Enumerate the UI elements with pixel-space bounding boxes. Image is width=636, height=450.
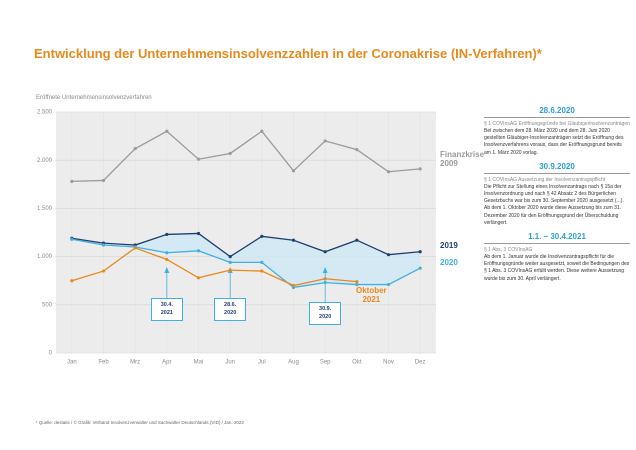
data-point (70, 179, 74, 184)
data-point (70, 279, 74, 283)
chart-title: Entwicklung der Unternehmensinsolvenzzah… (34, 46, 542, 61)
data-point (228, 255, 232, 259)
y-tick-label: 2.000 (37, 158, 53, 164)
data-point (228, 268, 232, 272)
data-point (228, 151, 232, 156)
x-tick-label: Feb (98, 360, 109, 366)
x-tick-label: Mai (194, 360, 204, 366)
data-point (165, 232, 169, 237)
data-point (323, 281, 327, 285)
x-tick-label: Jan (67, 360, 77, 366)
x-tick-label: Mrz (130, 360, 140, 366)
data-point (196, 249, 201, 253)
gap-area (71, 233, 421, 288)
x-tick-label: Jun (225, 360, 235, 366)
annotation: 30.9. 2020 (309, 302, 342, 326)
y-tick-label: 1.000 (37, 254, 53, 260)
annotation: 30.4. 2021 (150, 298, 183, 322)
data-point (101, 243, 106, 247)
panel-body: Die Pflicht zur Stellung eines Insolvenz… (484, 183, 624, 226)
data-point (70, 237, 74, 241)
panel-section: 30.9.2020 § 1 COVInsAG Aussetzung der Ins… (484, 162, 630, 227)
y-axis-label: Eröffnete Unternehmensinsolvenzverfahren (36, 95, 152, 101)
data-point (260, 234, 264, 238)
data-point (196, 157, 201, 161)
series-line (71, 247, 357, 287)
panel-subheading: § 1 COVInsAG Eröffnungsgründe bei Gläubi… (484, 121, 630, 127)
panel-subheading: § 1 COVInsAG Aussetzung der Insolvenzant… (484, 176, 606, 183)
data-point (323, 277, 327, 281)
series-line (71, 232, 421, 258)
x-tick-label: Nov (383, 360, 394, 366)
data-point (133, 147, 137, 151)
data-point (101, 178, 106, 183)
data-point (165, 257, 169, 262)
data-point (386, 282, 391, 287)
data-point (291, 169, 296, 173)
data-point (196, 276, 201, 280)
panel-body: Ab dem 1. Januar wurde die Insolvenzantr… (484, 253, 630, 282)
y-tick-label: 0 (49, 351, 53, 357)
data-point (260, 269, 264, 273)
data-point (260, 129, 264, 133)
annotation-arrowhead (322, 267, 328, 273)
data-point (133, 246, 137, 250)
x-tick-label: Okt (352, 360, 362, 366)
x-tick-label: Jul (258, 360, 266, 366)
x-tick-label: Aug (288, 360, 299, 366)
panel-section: 1.1. – 30.4.2021 § 1 Abs. 3 COVInsAG Ab de… (484, 232, 630, 283)
panel-subheading: § 1 Abs. 3 COVInsAG (484, 247, 533, 253)
series-line (71, 130, 421, 183)
data-point (355, 280, 359, 284)
data-point (386, 170, 391, 174)
data-point (196, 231, 201, 236)
panel-heading: 28.6.2020 (484, 106, 630, 118)
x-tick-label: Apr (162, 360, 171, 366)
data-point (291, 238, 296, 242)
info-panel: 28.6.2020 § 1 COVInsAG Eröffnungsgründe b… (484, 106, 630, 288)
panel-heading: 1.1. – 30.4.2021 (484, 232, 630, 244)
series-label: Oktober 2021 (356, 286, 387, 305)
data-point (418, 167, 422, 171)
series-label: 2019 (440, 241, 458, 250)
panel-section: 28.6.2020 § 1 COVInsAG Eröffnungsgründe b… (484, 106, 630, 157)
y-tick-label: 1.500 (37, 206, 53, 212)
data-point (418, 250, 422, 254)
y-tick-label: 2.500 (37, 110, 53, 116)
data-point (355, 147, 359, 152)
data-point (355, 282, 359, 287)
x-tick-label: Dez (415, 360, 426, 366)
data-point (260, 260, 264, 264)
panel-body: Bei zwischen dem 28. März 2020 und dem 2… (484, 127, 624, 156)
data-point (323, 139, 327, 143)
x-tick-label: Sep (320, 360, 331, 366)
data-point (323, 250, 327, 254)
series-label: 2020 (440, 258, 458, 267)
data-point (418, 266, 422, 270)
data-point (228, 260, 232, 264)
data-point (101, 269, 106, 273)
data-point (355, 238, 359, 242)
annotation-arrowhead (164, 267, 170, 273)
panel-heading: 30.9.2020 (484, 162, 630, 174)
data-point (386, 253, 391, 257)
data-point (165, 251, 169, 255)
data-point (291, 283, 296, 288)
y-tick-label: 500 (42, 302, 53, 308)
series-label: Finanzkrise 2009 (440, 150, 485, 169)
series-line (71, 238, 421, 289)
annotation: 28.6. 2020 (214, 298, 247, 322)
source-note: ¹ Quelle: destatis / © Grafik: Verband I… (36, 420, 244, 425)
data-point (165, 129, 169, 133)
